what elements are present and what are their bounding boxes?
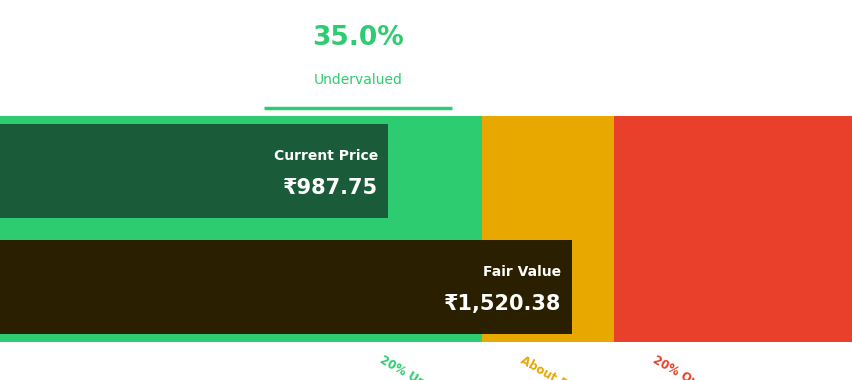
Text: 35.0%: 35.0% [312,25,404,51]
Bar [613,116,852,342]
Bar [481,116,613,342]
Text: Current Price: Current Price [273,149,377,163]
Bar [0,240,571,334]
Bar [0,124,388,218]
Text: Fair Value: Fair Value [482,265,561,279]
Text: About Right: About Right [517,353,592,380]
Text: 20% Undervalued: 20% Undervalued [377,353,484,380]
Text: Undervalued: Undervalued [314,73,402,87]
Bar [0,116,481,342]
Text: 20% Overvalued: 20% Overvalued [649,353,750,380]
Text: ₹987.75: ₹987.75 [282,178,377,198]
Text: ₹1,520.38: ₹1,520.38 [443,294,561,314]
